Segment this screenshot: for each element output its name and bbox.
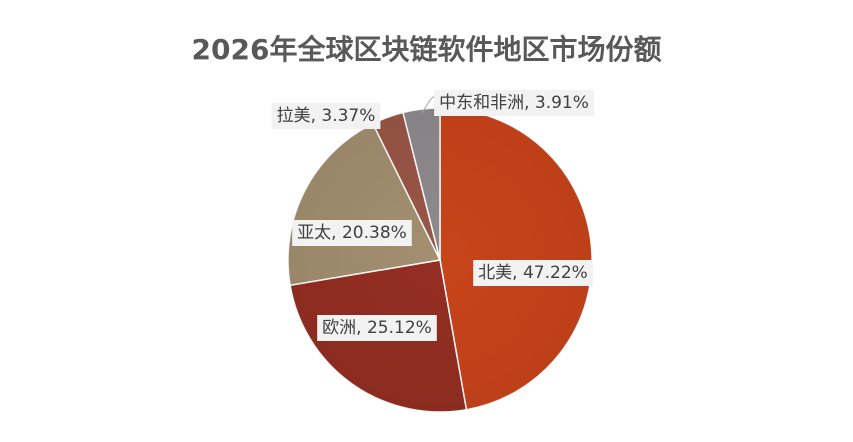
data-label-2: 欧洲, 25.12% — [317, 315, 437, 341]
chart-title: 2026年全球区块链软件地区市场份额 — [191, 33, 662, 66]
data-label-bg — [271, 103, 381, 129]
data-label-text: 北美, 47.22% — [478, 263, 588, 283]
data-label-4: 拉美, 3.37% — [271, 103, 381, 129]
data-label-text: 欧洲, 25.12% — [322, 318, 432, 338]
data-label-text: 中东和非洲, 3.91% — [439, 93, 589, 113]
data-label-bg — [292, 220, 412, 246]
data-label-text: 亚太, 20.38% — [297, 223, 407, 243]
data-label-1: 北美, 47.22% — [473, 260, 593, 286]
data-label-bg — [473, 260, 593, 286]
data-label-bg — [317, 315, 437, 341]
data-label-3: 亚太, 20.38% — [292, 220, 412, 246]
data-label-5: 中东和非洲, 3.91% — [434, 90, 594, 116]
data-label-bg — [434, 90, 594, 116]
data-label-text: 拉美, 3.37% — [277, 106, 376, 126]
